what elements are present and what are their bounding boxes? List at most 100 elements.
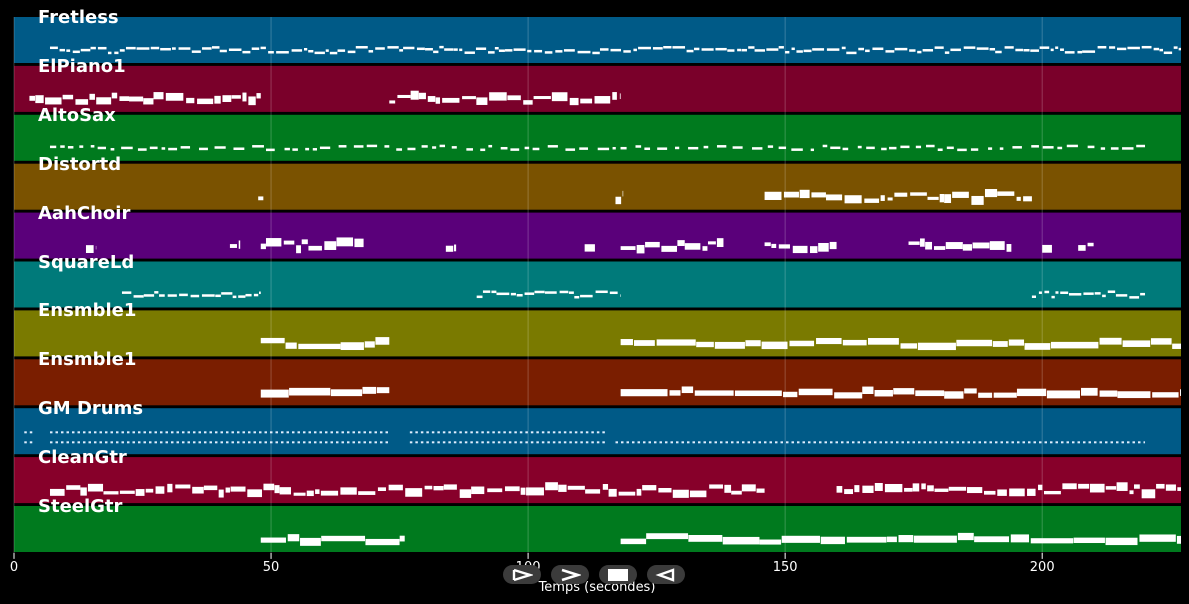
note — [298, 343, 341, 350]
note — [159, 441, 163, 444]
note — [149, 146, 158, 150]
note — [1016, 388, 1047, 397]
note — [1094, 292, 1101, 295]
fast-forward-button[interactable] — [551, 565, 589, 584]
note — [291, 431, 295, 434]
note — [971, 195, 984, 205]
note — [1043, 490, 1061, 495]
note — [970, 148, 979, 151]
note — [716, 145, 727, 148]
note — [1099, 390, 1118, 397]
note — [260, 537, 286, 543]
note — [900, 343, 918, 349]
note — [66, 49, 71, 52]
note — [547, 441, 550, 444]
note — [487, 488, 503, 493]
note — [988, 147, 993, 150]
note — [612, 146, 616, 150]
rewind-icon — [655, 567, 675, 582]
note — [976, 47, 989, 50]
note — [225, 431, 229, 434]
note — [874, 483, 883, 491]
note — [592, 51, 600, 55]
rewind-button[interactable] — [647, 565, 685, 584]
note — [279, 487, 291, 495]
note — [187, 441, 190, 444]
note — [884, 441, 888, 444]
note — [357, 431, 361, 434]
note — [268, 51, 274, 54]
note — [670, 441, 673, 444]
note — [121, 291, 132, 294]
note — [637, 441, 640, 444]
note — [997, 191, 1015, 196]
note — [308, 245, 322, 251]
note — [1055, 46, 1059, 49]
note — [107, 51, 112, 55]
note — [225, 441, 229, 444]
note — [956, 441, 959, 444]
play-button[interactable] — [503, 565, 541, 584]
note — [846, 441, 849, 444]
note — [939, 194, 944, 203]
note — [886, 536, 897, 543]
note — [324, 441, 328, 444]
note — [324, 241, 337, 250]
note — [418, 92, 426, 100]
note — [927, 196, 939, 200]
note — [585, 441, 589, 444]
note — [153, 92, 164, 100]
note — [320, 490, 339, 496]
note — [663, 45, 672, 49]
note — [35, 95, 44, 104]
note — [338, 145, 347, 148]
note — [761, 341, 788, 350]
note — [264, 441, 267, 444]
note — [66, 441, 69, 444]
note — [652, 47, 663, 50]
note — [565, 148, 576, 151]
x-tick-label: 50 — [262, 560, 280, 575]
note — [209, 441, 212, 444]
note — [1152, 392, 1179, 398]
note — [879, 441, 882, 444]
note — [703, 441, 706, 444]
note — [203, 431, 207, 434]
note — [615, 196, 622, 205]
note — [403, 46, 415, 50]
note — [688, 534, 723, 542]
note — [967, 487, 983, 494]
note — [376, 387, 390, 394]
note — [774, 441, 778, 444]
note — [563, 431, 567, 434]
note — [121, 146, 133, 150]
note — [96, 97, 112, 105]
note — [179, 293, 188, 297]
note — [1178, 47, 1181, 51]
note — [319, 146, 331, 150]
note — [580, 294, 593, 298]
note — [453, 48, 458, 51]
note — [357, 441, 361, 444]
note — [444, 48, 454, 51]
note — [75, 99, 89, 105]
note — [181, 431, 185, 434]
note — [781, 535, 820, 543]
note — [967, 441, 970, 444]
note — [1165, 484, 1176, 491]
note — [865, 49, 870, 53]
note — [448, 431, 451, 434]
note — [544, 291, 557, 294]
track-band — [14, 457, 1181, 504]
note — [308, 441, 311, 444]
note — [129, 96, 144, 102]
stop-button[interactable] — [599, 565, 637, 584]
note — [791, 441, 794, 444]
note — [644, 147, 651, 151]
note — [352, 441, 355, 444]
note — [82, 441, 86, 444]
note — [1097, 45, 1107, 49]
note — [508, 431, 512, 434]
note — [324, 431, 328, 434]
note — [214, 441, 218, 444]
